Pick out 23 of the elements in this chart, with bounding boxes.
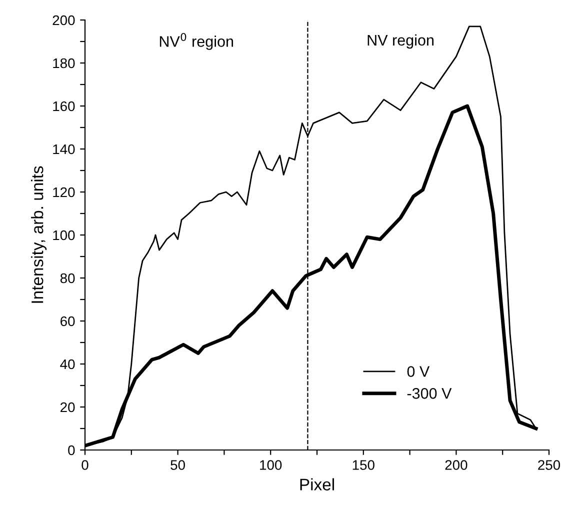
y-tick-label: 80 [60, 273, 75, 284]
legend-label: -300 V [407, 388, 452, 399]
x-tick-label: 200 [445, 460, 468, 470]
annotation: NV$^{0}$ region [160, 32, 234, 50]
y-tick-label: 100 [53, 230, 75, 240]
legend-label: 0 V [407, 366, 430, 377]
y-tick-label: 200 [52, 15, 75, 26]
y-tick-label: 40 [60, 359, 75, 370]
y-tick-label: 120 [53, 187, 75, 198]
x-tick-label: 100 [260, 460, 282, 470]
y-axis-title: Intensity, arb. units [31, 166, 47, 303]
y-tick-label: 180 [53, 58, 75, 68]
y-tick-label: 0 [68, 445, 75, 456]
x-axis-title: Pixel [300, 478, 334, 490]
x-tick-label: 250 [538, 460, 560, 470]
x-tick-label: 0 [82, 460, 88, 470]
y-tick-label: 140 [53, 144, 75, 154]
x-tick-label: 150 [352, 460, 374, 470]
x-tick-label: 50 [170, 460, 185, 470]
y-tick-label: 160 [53, 101, 75, 112]
y-tick-label: 60 [60, 316, 75, 326]
annotation: NV region [368, 34, 434, 49]
y-tick-label: 20 [60, 402, 75, 412]
